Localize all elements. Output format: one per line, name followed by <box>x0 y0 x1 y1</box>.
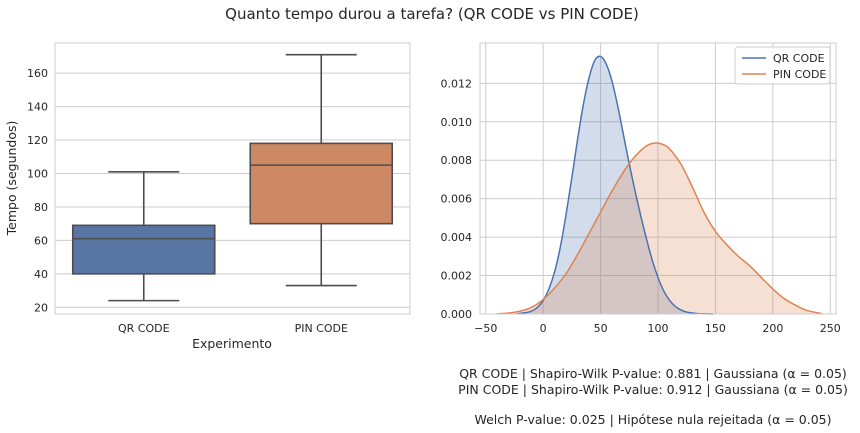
legend-label-pin: PIN CODE <box>773 68 826 81</box>
density-area-pin <box>497 142 823 314</box>
density-y-tick-labels: 0.000 0.002 0.004 0.006 0.008 0.010 0.012 <box>441 77 473 321</box>
density-y-tick-label: 0.006 <box>441 193 473 206</box>
density-x-tick-label: 50 <box>594 322 608 335</box>
welch-note: Welch P-value: 0.025 | Hipótese nula rej… <box>474 412 832 427</box>
boxplot-x-tick-label: QR CODE <box>118 322 170 335</box>
boxplot-y-tick-label: 100 <box>27 167 48 180</box>
box-qr <box>71 224 216 275</box>
density-y-tick-label: 0.002 <box>441 270 473 283</box>
density-y-tick-label: 0.004 <box>441 231 473 244</box>
boxplot-frame <box>54 42 411 315</box>
density-x-tick-label: 100 <box>648 322 669 335</box>
boxplot-y-tick-labels: 20 40 60 80 100 120 140 160 <box>27 67 48 314</box>
boxplot-x-axis-label: Experimento <box>192 336 272 351</box>
qr-shapiro-note: QR CODE | Shapiro-Wilk P-value: 0.881 | … <box>459 366 847 381</box>
density-y-tick-label: 0.012 <box>441 77 473 90</box>
legend-label-qr: QR CODE <box>773 52 825 65</box>
boxplot-y-tick-label: 20 <box>34 301 48 314</box>
density-frame <box>479 42 837 315</box>
boxplot-y-tick-label: 40 <box>34 268 48 281</box>
density-y-tick-label: 0.010 <box>441 116 473 129</box>
boxplot-y-tick-label: 60 <box>34 234 48 247</box>
statistics-notes: QR CODE | Shapiro-Wilk P-value: 0.881 | … <box>440 366 860 427</box>
boxplot-x-tick-labels: QR CODE PIN CODE <box>118 322 348 335</box>
density-lines <box>497 55 823 315</box>
pin-shapiro-note: PIN CODE | Shapiro-Wilk P-value: 0.912 |… <box>458 382 848 397</box>
density-x-tick-label: −50 <box>474 322 497 335</box>
density-x-tick-label: 200 <box>762 322 783 335</box>
boxplot-chart: 20 40 60 80 100 120 140 160 QR CODE PIN CODE Exp… <box>4 42 411 351</box>
boxplot-boxes <box>71 53 394 302</box>
boxplot-y-axis-label: Tempo (segundos) <box>4 121 19 237</box>
boxplot-y-tick-label: 160 <box>27 67 48 80</box>
density-x-tick-label: 250 <box>820 322 841 335</box>
density-line-pin <box>497 142 823 315</box>
boxplot-y-tick-label: 140 <box>27 101 48 114</box>
density-x-tick-labels: −50 0 50 100 150 200 250 <box>474 322 841 335</box>
boxplot-x-tick-label: PIN CODE <box>295 322 348 335</box>
density-line-qr <box>516 55 714 315</box>
density-x-tick-label: 0 <box>540 322 547 335</box>
boxplot-y-tick-label: 80 <box>34 201 48 214</box>
boxplot-y-tick-label: 120 <box>27 134 48 147</box>
density-y-tick-label: 0.000 <box>441 308 473 321</box>
figure-title: Quanto tempo durou a tarefa? (QR CODE vs… <box>225 5 639 23</box>
density-x-tick-label: 150 <box>705 322 726 335</box>
legend: QR CODE PIN CODE <box>734 46 831 85</box>
density-y-tick-label: 0.008 <box>441 154 473 167</box>
box-pin <box>249 142 394 225</box>
